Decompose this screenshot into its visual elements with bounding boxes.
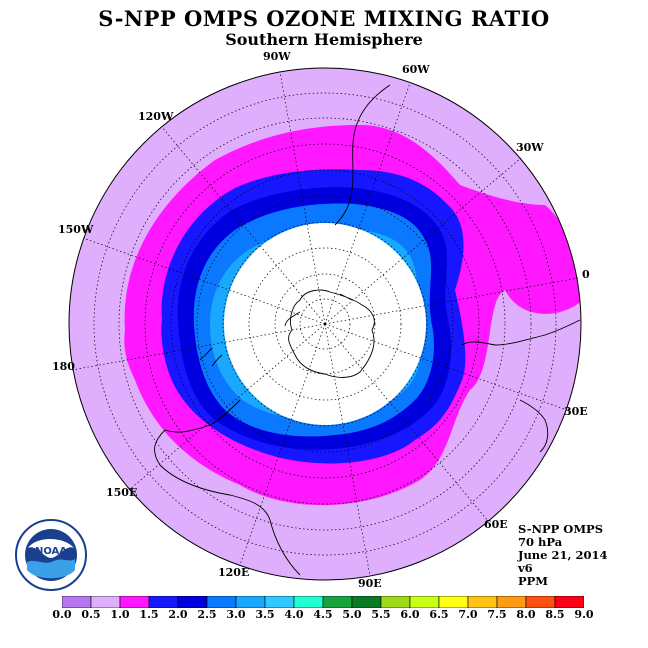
new-zealand-coast [199, 347, 223, 367]
colorbar-tick-label: 1.0 [110, 608, 130, 621]
colorbar [62, 596, 584, 608]
colorbar-swatch [438, 596, 469, 608]
antarctica-coast [284, 289, 375, 378]
colorbar-tick-label: 4.5 [313, 608, 333, 621]
colorbar-tick-label: 5.5 [371, 608, 391, 621]
noaa-logo: NOAA [15, 519, 87, 591]
coastlines [154, 84, 581, 576]
colorbar-swatch [525, 596, 556, 608]
info-version: v6 [518, 561, 533, 575]
longitude-labels: 90W 60W 30W 0 30E 60E 90E 120E 150E 180 … [52, 50, 590, 590]
colorbar-tick-label: 7.5 [487, 608, 507, 621]
australia-coast [154, 399, 301, 576]
colorbar-tick-label: 2.5 [197, 608, 217, 621]
colorbar-swatch [322, 596, 353, 608]
colorbar-tick-label: 0.0 [52, 608, 72, 621]
colorbar-swatch [148, 596, 179, 608]
colorbar-swatch [90, 596, 121, 608]
colorbar-swatch [119, 596, 150, 608]
lon-label-150e: 150E [106, 486, 137, 499]
colorbar-tick-label: 2.0 [168, 608, 188, 621]
colorbar-tick-label: 0.5 [81, 608, 101, 621]
colorbar-swatch [554, 596, 584, 608]
map-title: S-NPP OMPS OZONE MIXING RATIO [98, 6, 550, 31]
colorbar-swatch [235, 596, 266, 608]
colorbar-tick-label: 8.0 [516, 608, 536, 621]
africa-coast [461, 319, 581, 346]
colorbar-tick-label: 9.0 [574, 608, 594, 621]
info-units: PPM [518, 574, 549, 588]
lon-label-30w: 30W [516, 141, 544, 154]
info-pressure: 70 hPa [518, 535, 563, 549]
colorbar-swatch [293, 596, 324, 608]
colorbar-tick-label: 5.0 [342, 608, 362, 621]
lon-label-120w: 120W [138, 110, 174, 123]
colorbar-tick-label: 7.0 [458, 608, 478, 621]
ozone-field [69, 68, 581, 580]
colorbar-swatch [177, 596, 208, 608]
colorbar-swatch [206, 596, 237, 608]
colorbar-swatch [496, 596, 527, 608]
info-instrument: S-NPP OMPS [518, 522, 604, 536]
colorbar-tick-label: 1.5 [139, 608, 159, 621]
globe-boundary [68, 67, 582, 581]
colorbar-tick-label: 8.5 [545, 608, 565, 621]
colorbar-swatch [62, 596, 92, 608]
south-america-coast [334, 84, 391, 226]
graticule [71, 71, 579, 577]
lon-label-150w: 150W [58, 223, 94, 236]
colorbar-tick-label: 6.5 [429, 608, 449, 621]
map-subtitle: Southern Hemisphere [225, 30, 423, 49]
lon-label-60e: 60E [484, 518, 508, 531]
south-pole-dot [323, 322, 327, 326]
noaa-logo-text: NOAA [35, 546, 67, 557]
lon-label-60w: 60W [402, 63, 430, 76]
colorbar-swatch [264, 596, 295, 608]
colorbar-swatch [351, 596, 382, 608]
lon-label-90w: 90W [263, 50, 291, 63]
colorbar-tick-label: 4.0 [284, 608, 304, 621]
colorbar-tick-label: 3.0 [226, 608, 246, 621]
lon-label-30e: 30E [564, 405, 588, 418]
colorbar-swatch [409, 596, 440, 608]
lon-label-0: 0 [582, 268, 590, 281]
madagascar-coast [519, 399, 549, 453]
info-date: June 21, 2014 [518, 548, 608, 562]
colorbar-tick-label: 6.0 [400, 608, 420, 621]
lon-label-90e: 90E [358, 577, 382, 590]
colorbar-tick-label: 3.5 [255, 608, 275, 621]
colorbar-swatch [467, 596, 498, 608]
colorbar-swatch [380, 596, 411, 608]
lon-label-180: 180 [52, 360, 75, 373]
lon-label-120e: 120E [218, 566, 249, 579]
